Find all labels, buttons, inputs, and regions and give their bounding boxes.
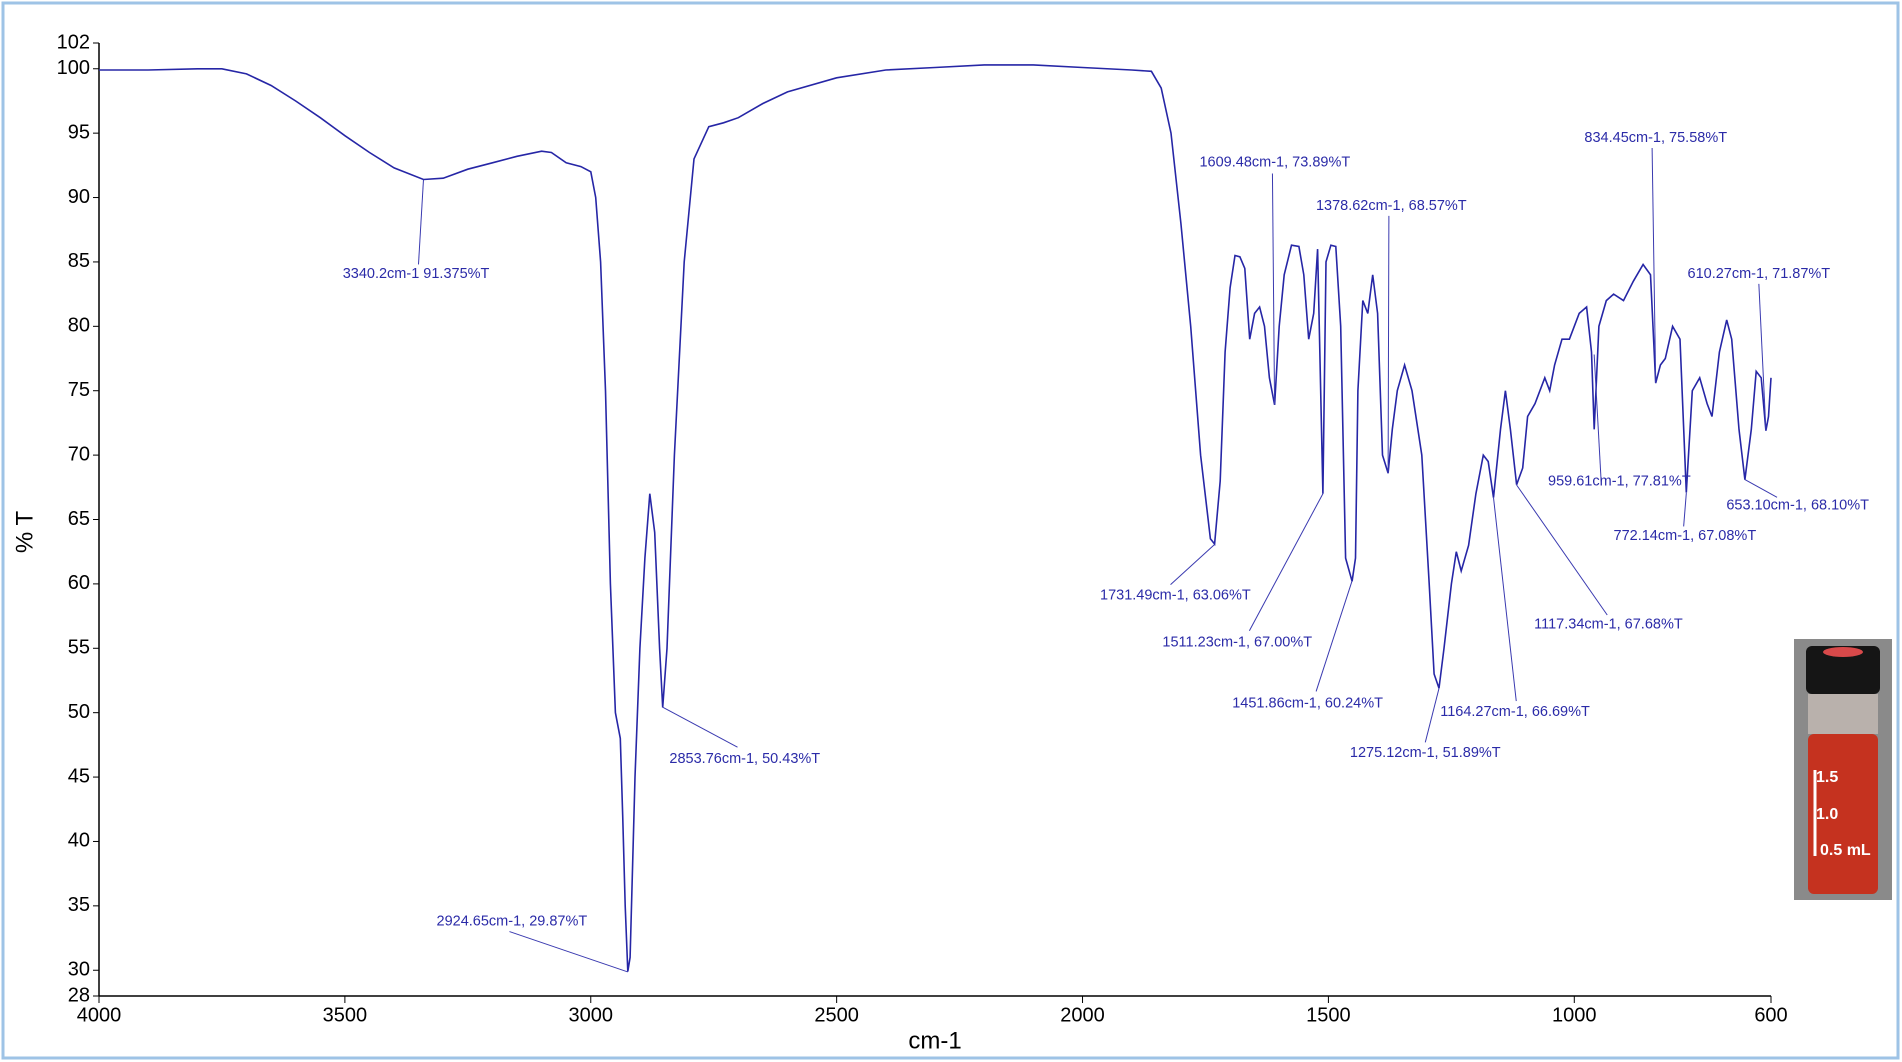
annotation-label: 834.45cm-1, 75.58%T bbox=[1584, 130, 1727, 146]
y-tick-label: 40 bbox=[68, 830, 90, 852]
annotation-label: 772.14cm-1, 67.08%T bbox=[1614, 528, 1757, 544]
annotation-label: 1378.62cm-1, 68.57%T bbox=[1316, 198, 1467, 214]
annotation-leader bbox=[1683, 492, 1687, 527]
annotation-leader bbox=[1744, 479, 1778, 498]
y-tick-label: 50 bbox=[68, 701, 90, 723]
annotation-label: 1609.48cm-1, 73.89%T bbox=[1199, 154, 1350, 170]
annotation-leader bbox=[1593, 354, 1602, 482]
annotation-leader bbox=[1516, 484, 1608, 616]
annotation-leader bbox=[1387, 215, 1390, 474]
vial-liquid bbox=[1808, 734, 1878, 894]
x-tick-label: 3000 bbox=[569, 1004, 614, 1026]
y-tick-label: 30 bbox=[68, 959, 90, 981]
annotation-label: 1164.27cm-1, 66.69%T bbox=[1440, 704, 1590, 720]
y-tick-label: 60 bbox=[68, 572, 90, 594]
y-tick-label: 70 bbox=[68, 443, 90, 465]
spectrum-line bbox=[99, 64, 1772, 972]
y-tick-label: 75 bbox=[68, 379, 90, 401]
y-tick-label: 100 bbox=[57, 57, 90, 79]
annotation-leader bbox=[509, 931, 628, 973]
x-tick-label: 2000 bbox=[1060, 1004, 1105, 1026]
y-tick-label: 95 bbox=[68, 121, 90, 143]
annotation-leader bbox=[1271, 173, 1276, 406]
vial-cap bbox=[1806, 646, 1880, 694]
vial-inset: 1.5 1.0 0.5 mL bbox=[1794, 639, 1892, 900]
inset-label: 1.0 bbox=[1816, 806, 1838, 823]
y-tick-label: 65 bbox=[68, 508, 90, 530]
annotation-label: 3340.2cm-1 91.375%T bbox=[343, 266, 490, 282]
annotation-label: 1511.23cm-1, 67.00%T bbox=[1162, 635, 1312, 651]
inset-label: 1.5 bbox=[1816, 769, 1838, 786]
y-tick-label: 55 bbox=[68, 637, 90, 659]
x-axis-title: cm-1 bbox=[908, 1027, 961, 1054]
y-tick-label: 45 bbox=[68, 765, 90, 787]
annotation-label: 2853.76cm-1, 50.43%T bbox=[669, 751, 820, 767]
annotation-label: 2924.65cm-1, 29.87%T bbox=[437, 914, 588, 930]
y-tick-label: 102 bbox=[57, 31, 90, 53]
annotation-leader bbox=[662, 706, 738, 748]
annotation-leader bbox=[1170, 544, 1215, 586]
annotation-label: 1731.49cm-1, 63.06%T bbox=[1100, 587, 1251, 603]
annotation-label: 610.27cm-1, 71.87%T bbox=[1688, 266, 1831, 282]
y-tick-label: 85 bbox=[68, 250, 90, 272]
annotation-leader bbox=[417, 179, 424, 265]
x-tick-label: 1500 bbox=[1306, 1004, 1351, 1026]
x-tick-label: 1000 bbox=[1552, 1004, 1597, 1026]
annotation-label: 1275.12cm-1, 51.89%T bbox=[1350, 745, 1501, 761]
annotation-leader bbox=[1651, 147, 1657, 384]
annotation-leader bbox=[1248, 493, 1324, 631]
annotation-leader bbox=[1424, 688, 1440, 743]
y-axis-title: % T bbox=[11, 511, 38, 554]
x-tick-label: 600 bbox=[1754, 1004, 1787, 1026]
y-tick-label: 80 bbox=[68, 315, 90, 337]
annotation-leader bbox=[1315, 580, 1353, 692]
annotation-leader bbox=[1493, 497, 1517, 702]
annotation-label: 959.61cm-1, 77.81%T bbox=[1548, 473, 1691, 489]
vial-glass bbox=[1808, 694, 1878, 734]
x-tick-label: 2500 bbox=[814, 1004, 859, 1026]
inset-label: 0.5 mL bbox=[1820, 842, 1871, 859]
y-tick-label: 35 bbox=[68, 894, 90, 916]
y-tick-label: 90 bbox=[68, 186, 90, 208]
annotation-label: 1117.34cm-1, 67.68%T bbox=[1534, 617, 1683, 633]
x-tick-label: 3500 bbox=[323, 1004, 368, 1026]
annotation-label: 653.10cm-1, 68.10%T bbox=[1726, 498, 1869, 514]
x-tick-label: 4000 bbox=[77, 1004, 122, 1026]
annotation-label: 1451.86cm-1, 60.24%T bbox=[1232, 695, 1383, 711]
vial-cap-top bbox=[1823, 647, 1863, 657]
annotation-leader bbox=[1758, 283, 1767, 432]
y-tick-label: 28 bbox=[68, 984, 90, 1006]
